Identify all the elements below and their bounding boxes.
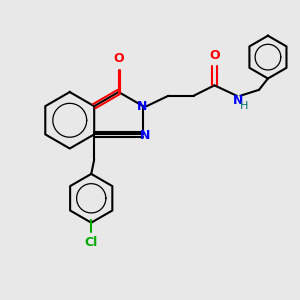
Text: N: N xyxy=(136,100,147,113)
Text: N: N xyxy=(233,94,243,107)
Text: O: O xyxy=(113,52,124,65)
Text: O: O xyxy=(209,49,220,62)
Text: Cl: Cl xyxy=(85,236,98,249)
Text: H: H xyxy=(240,101,248,111)
Text: N: N xyxy=(140,129,150,142)
